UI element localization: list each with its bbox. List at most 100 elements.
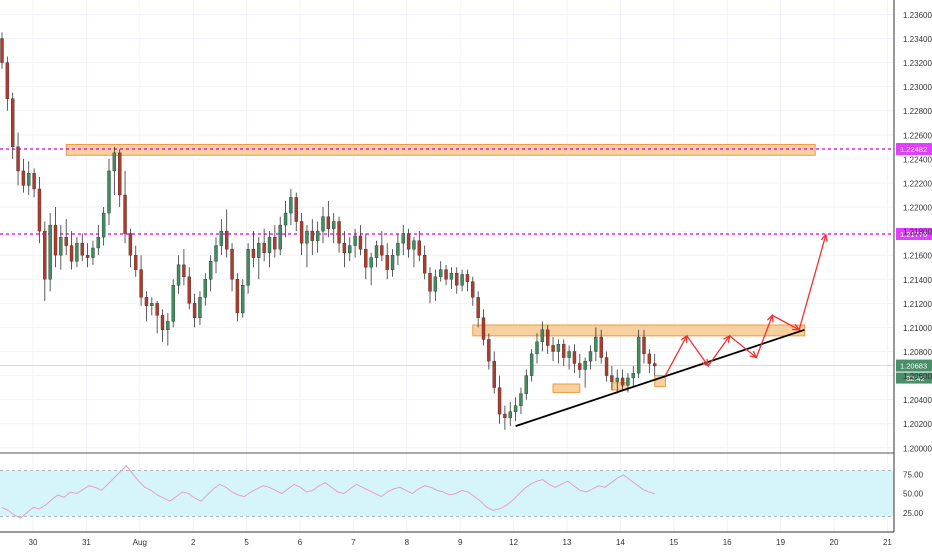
candle-body <box>235 279 240 314</box>
time-tick-label: 20 <box>830 538 839 547</box>
candle-body <box>481 317 486 340</box>
current-price-badge <box>896 359 932 372</box>
candle-body <box>155 303 159 316</box>
ascending-trendline <box>515 328 805 427</box>
level-badge-resistance_high <box>896 143 932 156</box>
candle-body <box>583 360 587 370</box>
price-tick-label: 1.23200 <box>903 59 932 68</box>
candle-body <box>299 221 304 244</box>
price-tick-label: 1.22200 <box>903 179 932 188</box>
candle-body <box>492 360 496 388</box>
candle-body <box>406 233 411 250</box>
candle-body <box>487 339 491 362</box>
candle-body <box>134 254 138 270</box>
candle-body <box>10 98 15 148</box>
candle-body <box>203 279 208 298</box>
candle-body <box>123 194 127 234</box>
candle-body <box>246 248 250 286</box>
price-tick-label: 1.23600 <box>903 11 932 20</box>
candle-body <box>417 240 421 256</box>
candle-body <box>182 264 186 278</box>
candle-body <box>0 38 4 63</box>
candle-body <box>21 170 26 186</box>
projection-segment <box>772 314 800 331</box>
time-tick-label: Aug <box>133 538 147 547</box>
candle-body <box>283 212 288 226</box>
projection-segment <box>755 315 774 358</box>
level-line-layer: 1.22482 1.21776 1.20683 32:42 <box>0 143 932 384</box>
price-tick-label: 1.22800 <box>903 107 932 116</box>
candle-body <box>160 315 165 331</box>
candle-body <box>32 173 36 190</box>
candle-body <box>594 336 598 352</box>
time-tick-label: 6 <box>298 538 303 547</box>
candle-body <box>631 372 635 379</box>
candle-body <box>642 336 646 355</box>
candle-body <box>497 387 502 415</box>
price-tick-label: 1.21000 <box>903 324 932 333</box>
candle-body <box>69 245 74 262</box>
price-tick-label: 1.20200 <box>903 420 932 429</box>
candle-body <box>219 230 224 246</box>
candle-body <box>422 254 427 274</box>
candle-body <box>166 321 170 331</box>
candle-body <box>546 329 550 346</box>
time-tick-label: 31 <box>82 538 91 547</box>
candle-body <box>519 393 523 406</box>
candle-body <box>476 297 480 318</box>
time-tick-label: 19 <box>776 538 785 547</box>
candle-body <box>273 236 277 250</box>
candle-body <box>653 363 657 367</box>
candle-body <box>230 248 234 280</box>
candle-body <box>396 242 400 256</box>
current-price-text: 1.20683 <box>900 362 927 371</box>
candle-body <box>332 221 336 229</box>
time-tick-label: 9 <box>458 538 463 547</box>
candle-body <box>75 242 79 262</box>
candle-body <box>59 236 63 256</box>
rsi-pane: 75.00 50.00 25.00 <box>0 452 924 519</box>
candle-body <box>374 245 379 258</box>
candle-body <box>80 242 84 256</box>
support-zone-1 <box>552 383 581 393</box>
candle-body <box>599 336 603 358</box>
time-tick-label: 7 <box>351 538 356 547</box>
price-grid <box>0 0 894 532</box>
candle-body <box>198 297 202 318</box>
resistance-zone-top <box>65 143 816 156</box>
candle-body <box>208 261 213 280</box>
rsi-line <box>1 465 655 519</box>
candle-body <box>540 329 545 343</box>
candle-body <box>562 344 566 358</box>
candle-body <box>326 216 331 229</box>
projection-segment <box>664 335 688 376</box>
candle-body <box>385 254 389 270</box>
candle-body <box>337 221 341 244</box>
time-tick-label: 13 <box>563 538 572 547</box>
candle-body <box>305 230 309 244</box>
candle-body <box>465 274 470 282</box>
candle-body <box>535 341 539 355</box>
candle-body <box>390 254 395 270</box>
candle-body <box>567 351 571 358</box>
candle-body <box>267 236 272 253</box>
candle-body <box>112 152 117 172</box>
candle-body <box>647 353 652 364</box>
candle-body <box>342 242 347 253</box>
candle-body <box>85 254 90 258</box>
projection-segment <box>798 234 827 330</box>
candle-body <box>626 377 630 386</box>
time-tick-label: 15 <box>669 538 678 547</box>
candle-body <box>610 375 614 382</box>
candle-body <box>471 281 475 298</box>
level-badge-resistance_mid <box>896 228 932 241</box>
time-tick-label: 21 <box>883 538 892 547</box>
candle-body <box>315 230 320 241</box>
candle-body <box>176 264 181 286</box>
candle-body <box>144 297 149 306</box>
projection-arrowhead <box>792 323 801 331</box>
candle-body <box>117 152 122 196</box>
time-tick-label: 30 <box>29 538 38 547</box>
